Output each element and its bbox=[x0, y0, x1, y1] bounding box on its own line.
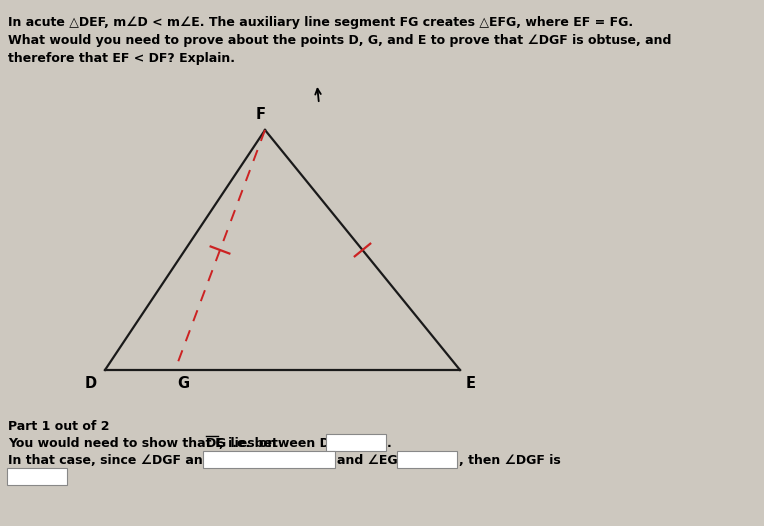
Text: , i.e. between D and: , i.e. between D and bbox=[219, 437, 361, 450]
Text: , then ∠DGF is: , then ∠DGF is bbox=[458, 454, 560, 467]
Text: DE: DE bbox=[206, 437, 225, 450]
FancyBboxPatch shape bbox=[326, 434, 386, 451]
FancyBboxPatch shape bbox=[7, 468, 67, 485]
Text: F: F bbox=[256, 107, 266, 122]
Text: You would need to show that G lies on: You would need to show that G lies on bbox=[8, 437, 280, 450]
Text: (select): (select) bbox=[207, 454, 246, 464]
Text: What would you need to prove about the points D, G, and E to prove that ∠DGF is : What would you need to prove about the p… bbox=[8, 34, 672, 47]
Text: ▾: ▾ bbox=[448, 455, 452, 465]
Text: (select): (select) bbox=[400, 454, 440, 464]
Text: In acute △DEF, m∠D < m∠E. The auxiliary line segment FG creates △EFG, where EF =: In acute △DEF, m∠D < m∠E. The auxiliary … bbox=[8, 16, 633, 29]
Text: .: . bbox=[387, 437, 392, 450]
FancyBboxPatch shape bbox=[397, 451, 457, 468]
Text: E: E bbox=[466, 376, 476, 391]
Text: Part 1 out of 2: Part 1 out of 2 bbox=[8, 420, 109, 433]
Text: G: G bbox=[177, 376, 189, 391]
Text: ▾: ▾ bbox=[377, 438, 382, 448]
Text: (select): (select) bbox=[330, 437, 369, 447]
Text: and ∠EGF is: and ∠EGF is bbox=[337, 454, 422, 467]
Text: ▾: ▾ bbox=[324, 455, 329, 465]
Text: In that case, since ∠DGF and ∠EGF are: In that case, since ∠DGF and ∠EGF are bbox=[8, 454, 282, 467]
Text: (select): (select) bbox=[11, 471, 50, 481]
FancyBboxPatch shape bbox=[203, 451, 335, 468]
Text: ▾: ▾ bbox=[58, 472, 63, 482]
Text: therefore that EF < DF? Explain.: therefore that EF < DF? Explain. bbox=[8, 52, 235, 65]
Text: D: D bbox=[85, 376, 97, 391]
